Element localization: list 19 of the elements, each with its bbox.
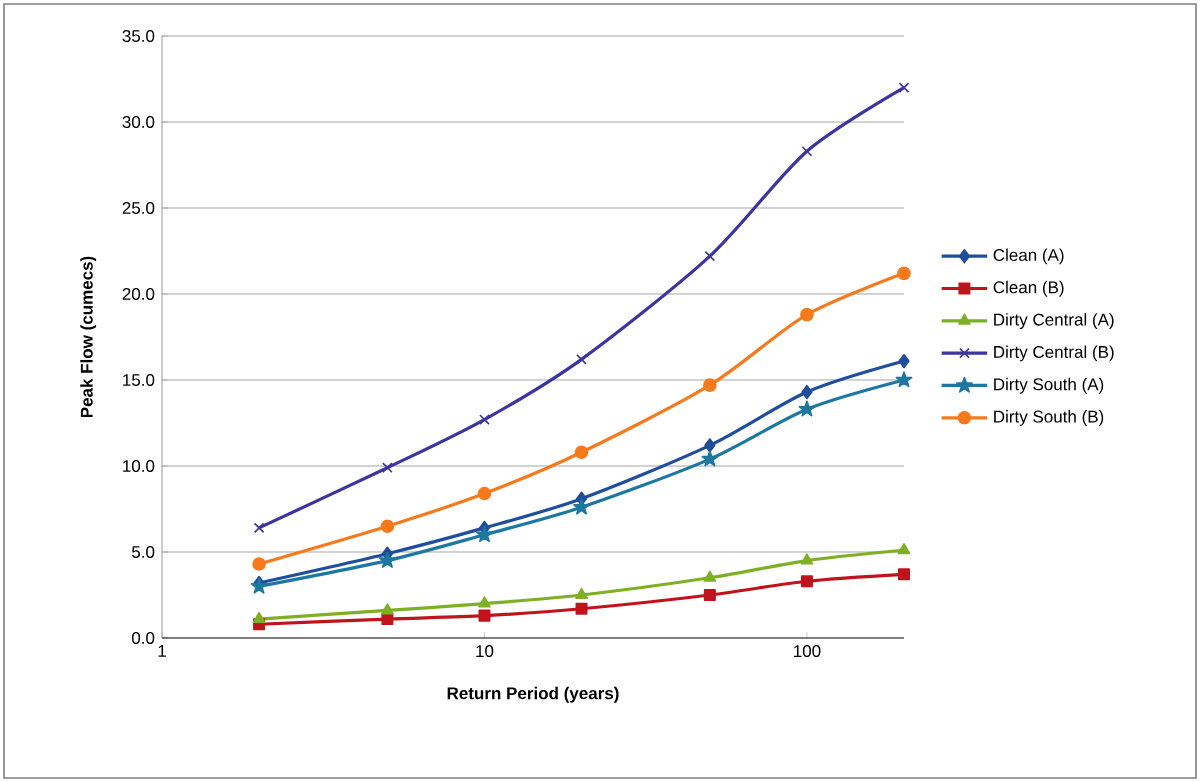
x-axis-title: Return Period (years): [447, 686, 619, 703]
y-tick-label: 5.0: [132, 545, 155, 558]
y-tick-label: 25.0: [122, 201, 155, 215]
legend-label: Clean (A): [993, 248, 1064, 265]
legend-label: Clean (B): [993, 280, 1064, 297]
legend-label: Dirty South (A): [994, 377, 1104, 394]
y-tick-label: 30.0: [122, 115, 155, 129]
x-tick-label: 1: [158, 645, 166, 657]
x-tick-label: 10: [476, 645, 494, 658]
y-tick-label: 15.0: [123, 373, 155, 386]
y-tick-label: 10.0: [123, 459, 155, 472]
y-tick-label: 0.0: [131, 631, 155, 644]
legend-label: Dirty Central (B): [994, 345, 1114, 362]
y-tick-label: 35.0: [122, 30, 155, 43]
legend-label: Dirty South (B): [994, 410, 1104, 426]
legend-label: Dirty Central (A): [994, 313, 1114, 330]
y-tick-label: 20.0: [122, 287, 155, 300]
x-tick-label: 100: [794, 645, 821, 658]
y-axis-title: Peak Flow (cumecs): [80, 256, 97, 418]
